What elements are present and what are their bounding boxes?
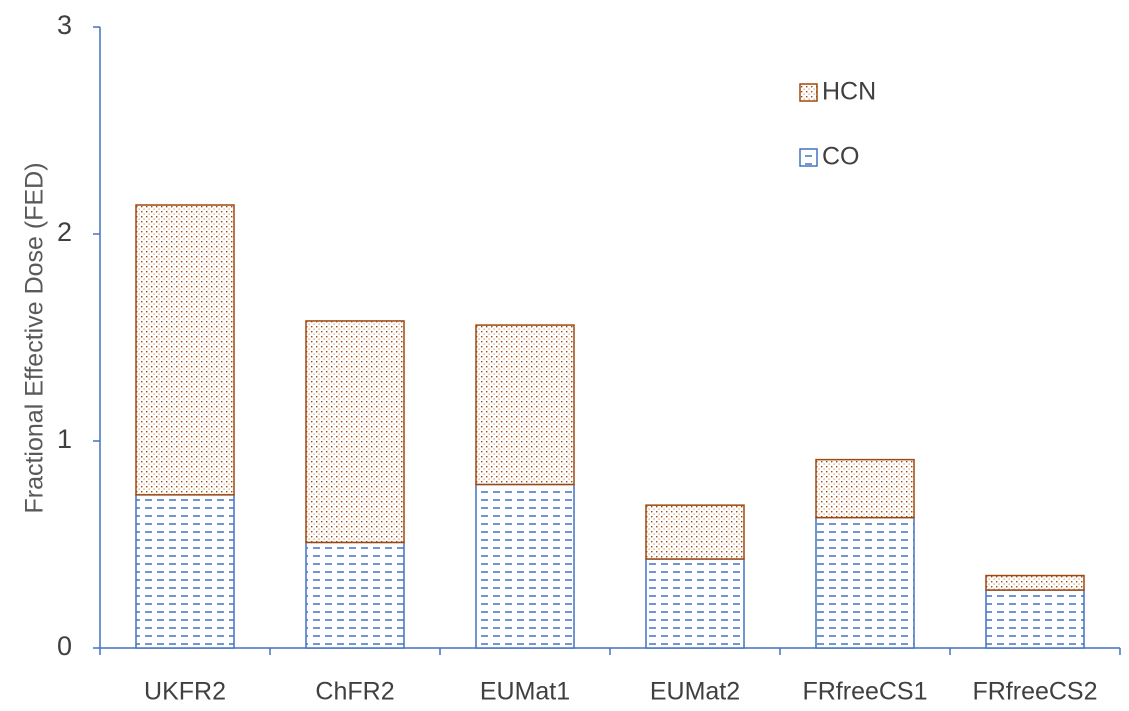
y-tick-label: 0 [57, 631, 72, 661]
legend-label: CO [822, 143, 860, 171]
bar-segment [475, 483, 575, 649]
bar-segment [645, 558, 745, 649]
y-tick-label: 3 [57, 10, 72, 40]
bar-segment [135, 494, 235, 649]
legend-swatch [799, 83, 818, 102]
x-tick-label: FRfreeCS2 [972, 678, 1097, 706]
x-tick-label: FRfreeCS1 [802, 678, 927, 706]
bar-segment [305, 320, 405, 544]
x-tick-label: EUMat1 [480, 678, 570, 706]
bar-segment [305, 541, 405, 649]
x-tick-label: ChFR2 [315, 678, 394, 706]
bar-segment [135, 204, 235, 496]
x-tick-label: UKFR2 [144, 678, 226, 706]
y-tick-label: 1 [57, 424, 72, 454]
bar-segment [985, 574, 1085, 591]
bar-segment [985, 589, 1085, 649]
legend-swatch [799, 148, 818, 167]
bar-segment [645, 504, 745, 560]
x-tick-label: EUMat2 [650, 678, 740, 706]
bar-segment [815, 516, 915, 649]
y-axis-title: Fractional Effective Dose (FED) [21, 162, 49, 513]
bar-segment [475, 324, 575, 486]
y-tick-label: 2 [57, 217, 72, 247]
legend-label: HCN [822, 78, 876, 106]
bar-segment [815, 458, 915, 519]
